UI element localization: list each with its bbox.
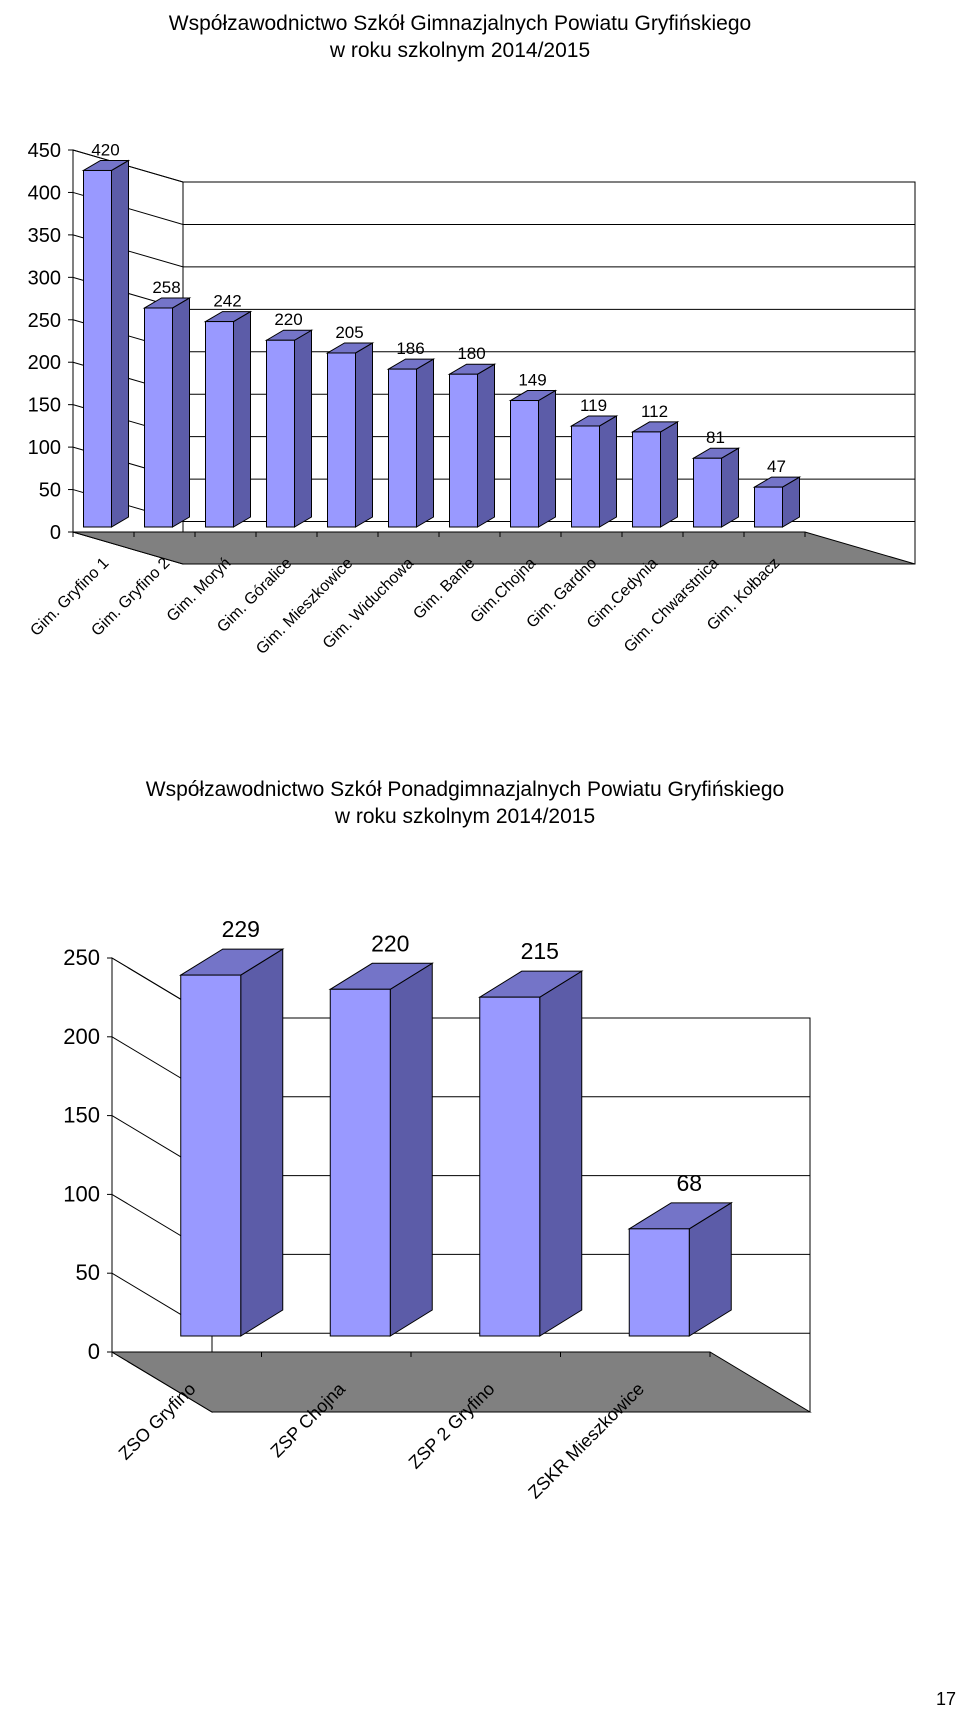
- bar-front: [628, 1228, 690, 1337]
- y-tick-label: 450: [28, 140, 61, 162]
- bar-front: [83, 169, 112, 528]
- y-tick-label: 200: [63, 1024, 100, 1049]
- data-label: 112: [641, 402, 668, 421]
- bar: [752, 476, 802, 528]
- y-tick-label: 200: [28, 352, 61, 374]
- chart1-subtitle: w roku szkolnym 2014/2015: [329, 39, 591, 62]
- data-label: 47: [767, 457, 786, 476]
- y-tick-label: 150: [28, 395, 61, 417]
- bar-front: [327, 352, 356, 528]
- bar: [203, 310, 253, 528]
- bar: [627, 1201, 734, 1337]
- bar-side: [240, 948, 284, 1337]
- bar-side: [355, 342, 373, 528]
- y-tick-label: 0: [88, 1339, 100, 1364]
- data-label: 205: [335, 323, 363, 342]
- y-tick-label: 250: [28, 310, 61, 332]
- bar: [508, 389, 558, 528]
- chart2-subtitle: w roku szkolnym 2014/2015: [334, 805, 596, 828]
- data-label: 215: [521, 938, 559, 964]
- y-tick-label: 50: [76, 1260, 100, 1285]
- chart1-title-block: Współzawodnictwo Szkół Gimnazjalnych Pow…: [0, 10, 920, 64]
- y-tick-label: 0: [50, 522, 61, 544]
- bar: [264, 329, 314, 528]
- bar-front: [144, 307, 173, 528]
- bar-side: [599, 415, 617, 528]
- data-label: 229: [222, 916, 260, 942]
- y-tick-label: 50: [39, 480, 61, 502]
- data-label: 81: [706, 428, 725, 447]
- bar-side: [539, 970, 583, 1337]
- bar-front: [180, 974, 242, 1337]
- data-label: 119: [580, 396, 607, 415]
- data-label: 258: [152, 278, 180, 297]
- bar-side: [721, 447, 739, 528]
- data-label: 220: [274, 310, 302, 329]
- bar: [81, 159, 131, 528]
- chart1-title: Współzawodnictwo Szkół Gimnazjalnych Pow…: [168, 12, 752, 35]
- bar-front: [266, 339, 295, 528]
- data-label: 68: [676, 1170, 702, 1196]
- bar-side: [416, 358, 434, 528]
- chart2-title: Współzawodnictwo Szkół Ponadgimnazjalnyc…: [145, 778, 785, 801]
- bar: [569, 415, 619, 528]
- bar: [178, 948, 285, 1337]
- bar: [142, 297, 192, 528]
- bar-side: [660, 421, 678, 528]
- data-label: 242: [213, 292, 241, 311]
- x-tick-label: ZSO Gryfino: [115, 1379, 200, 1464]
- bar-front: [571, 425, 600, 528]
- bar-front: [754, 486, 783, 528]
- y-tick-label: 150: [63, 1103, 100, 1128]
- y-tick-label: 350: [28, 225, 61, 247]
- bar-side: [477, 363, 495, 528]
- bar-front: [449, 373, 478, 528]
- floor: [72, 531, 916, 565]
- bar: [691, 447, 741, 528]
- bar-front: [479, 996, 541, 1337]
- y-tick-label: 300: [28, 267, 61, 289]
- bar-front: [329, 988, 391, 1337]
- data-label: 149: [518, 371, 546, 390]
- y-tick-label: 400: [28, 182, 61, 204]
- y-tick-label: 250: [63, 945, 100, 970]
- bar: [386, 358, 436, 528]
- gridline: [72, 149, 915, 183]
- y-tick-label: 100: [28, 437, 61, 459]
- bar: [328, 962, 435, 1337]
- bar-side: [294, 329, 312, 528]
- bar: [630, 421, 680, 528]
- page-number: 17: [935, 1689, 956, 1709]
- bar-front: [510, 400, 539, 528]
- bar: [477, 970, 584, 1337]
- bar-side: [172, 297, 190, 528]
- data-label: 180: [457, 344, 485, 363]
- bar-side: [389, 962, 433, 1337]
- bar-front: [388, 368, 417, 528]
- bar: [325, 342, 375, 528]
- chart2-title-block: Współzawodnictwo Szkół Ponadgimnazjalnyc…: [0, 776, 930, 830]
- data-label: 186: [396, 339, 424, 358]
- data-label: 420: [91, 140, 119, 159]
- bar-side: [538, 389, 556, 528]
- bar-front: [632, 431, 661, 528]
- bar-side: [233, 310, 251, 528]
- data-label: 220: [371, 930, 409, 956]
- y-tick-label: 100: [63, 1181, 100, 1206]
- bar: [447, 363, 497, 528]
- bar-side: [111, 159, 129, 528]
- bar-front: [693, 457, 722, 528]
- bar-front: [205, 321, 234, 528]
